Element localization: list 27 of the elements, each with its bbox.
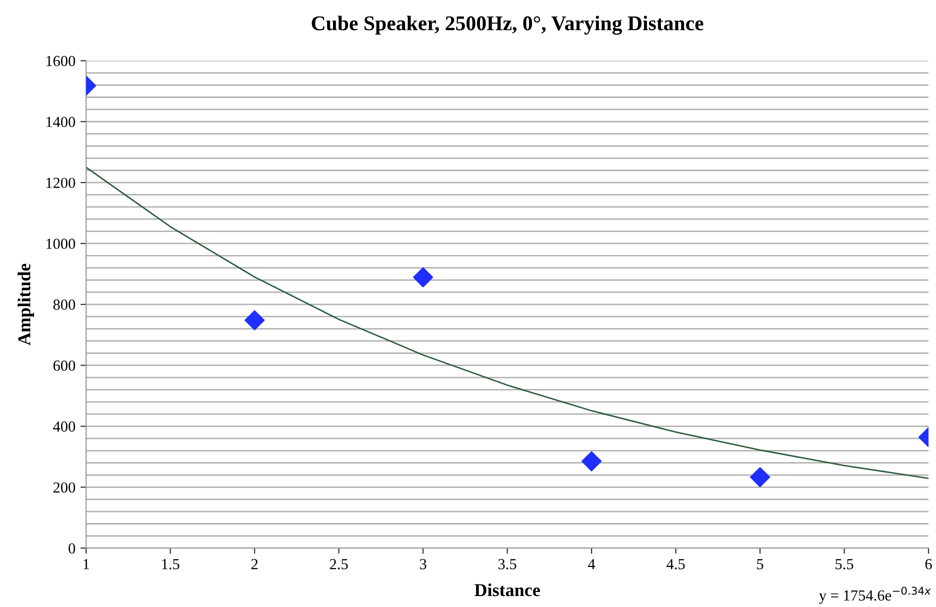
x-tick-label: 1 xyxy=(84,559,90,570)
x-tick-label: 3 xyxy=(420,559,426,570)
y-tick-label: 1400 xyxy=(46,116,76,128)
y-tick-label: 1600 xyxy=(46,56,76,66)
text: y = 1754.6e$^{−0.34x}$ xyxy=(819,586,931,604)
point xyxy=(413,267,434,288)
x-tick-label: 6 xyxy=(925,559,932,570)
x-axis-title: Distance xyxy=(474,584,540,596)
x-tick-label: 3.5 xyxy=(498,559,516,570)
y-tick-label: 1200 xyxy=(46,178,76,188)
y-tick-label: 800 xyxy=(53,300,76,310)
y-axis-title: Amplitude xyxy=(18,264,34,346)
y-tick-label: 1000 xyxy=(46,238,76,249)
x-tick-label: 4.5 xyxy=(666,559,685,570)
point xyxy=(582,451,602,472)
y-tick-label: 0 xyxy=(68,543,76,554)
x-tick-label: 2 xyxy=(251,559,258,570)
x-tick-label: 5 xyxy=(757,559,764,570)
x-tick-label: 5.5 xyxy=(836,559,854,570)
chart-title: Cube Speaker, 2500Hz, 0°, Varying Distance xyxy=(312,16,704,35)
y-tick-label: 400 xyxy=(53,421,76,432)
x-tick-label: 1.5 xyxy=(162,559,180,570)
y-tick-label: 200 xyxy=(53,482,76,493)
x-tick-label: 4 xyxy=(588,559,596,570)
x-tick-label: 2.5 xyxy=(330,559,348,570)
line-series xyxy=(86,166,929,480)
y-tick-label: 600 xyxy=(53,360,76,371)
